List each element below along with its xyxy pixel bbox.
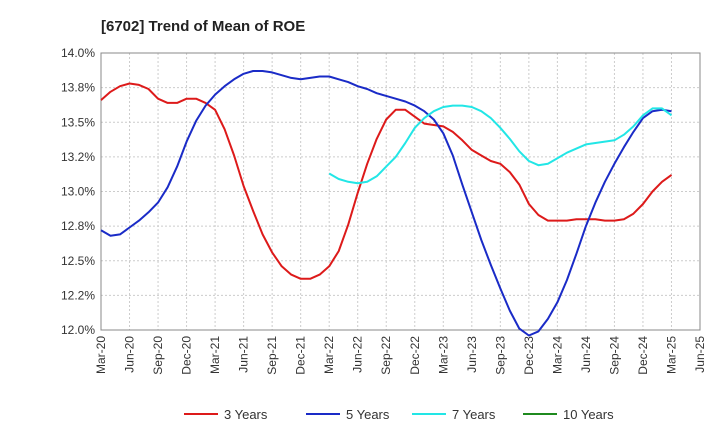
- x-tick-label: Dec-24: [636, 336, 650, 375]
- x-tick-label: Jun-23: [465, 336, 479, 373]
- y-tick-label: 12.5%: [61, 254, 95, 268]
- x-tick-label: Dec-23: [522, 336, 536, 375]
- x-axis-tick-labels: Mar-20 Jun-20 Sep-20 Dec-20 Mar-21 Jun-21 Sep-…: [94, 336, 707, 375]
- legend-label: 3 Years: [224, 407, 268, 422]
- series-lines: [100, 70, 673, 337]
- x-tick-label: Sep-24: [607, 336, 621, 375]
- plot-area-border: [100, 52, 701, 331]
- x-tick-label: Jun-22: [351, 336, 365, 373]
- legend-label: 10 Years: [563, 407, 614, 422]
- x-tick-label: Mar-25: [664, 336, 678, 374]
- x-tick-label: Sep-21: [265, 336, 279, 375]
- y-axis-tick-labels: 12.0% 12.2% 12.5% 12.8% 13.0% 13.2% 13.5% 13.8%…: [61, 46, 95, 337]
- x-tick-label: Mar-22: [322, 336, 336, 374]
- x-tick-label: Sep-23: [493, 336, 507, 375]
- legend-label: 5 Years: [346, 407, 390, 422]
- legend: 3 Years 5 Years 7 Years 10 Years: [184, 407, 614, 422]
- x-tick-label: Jun-25: [693, 336, 707, 373]
- x-tick-label: Mar-23: [436, 336, 450, 374]
- y-tick-label: 12.2%: [61, 288, 95, 302]
- y-tick-label: 13.2%: [61, 150, 95, 164]
- gridlines: [100, 52, 701, 331]
- x-tick-label: Dec-21: [294, 336, 308, 375]
- series-line-0: [100, 82, 673, 280]
- y-tick-label: 13.0%: [61, 185, 95, 199]
- chart-title: [6702] Trend of Mean of ROE: [101, 18, 305, 35]
- x-tick-label: Mar-21: [208, 336, 222, 374]
- x-tick-label: Mar-20: [94, 336, 108, 374]
- y-tick-label: 14.0%: [61, 46, 95, 60]
- x-tick-label: Sep-22: [379, 336, 393, 375]
- y-tick-label: 13.8%: [61, 81, 95, 95]
- legend-label: 7 Years: [452, 407, 496, 422]
- x-tick-label: Dec-20: [180, 336, 194, 375]
- y-tick-label: 12.8%: [61, 219, 95, 233]
- y-tick-label: 12.0%: [61, 323, 95, 337]
- series-line-1: [100, 70, 672, 337]
- x-tick-label: Sep-20: [151, 336, 165, 375]
- y-tick-label: 13.5%: [61, 115, 95, 129]
- x-tick-label: Jun-20: [123, 336, 137, 373]
- series-line-2: [328, 104, 673, 185]
- x-tick-label: Jun-21: [237, 336, 251, 373]
- x-tick-label: Jun-24: [579, 336, 593, 373]
- x-tick-label: Dec-22: [408, 336, 422, 375]
- x-tick-label: Mar-24: [550, 336, 564, 374]
